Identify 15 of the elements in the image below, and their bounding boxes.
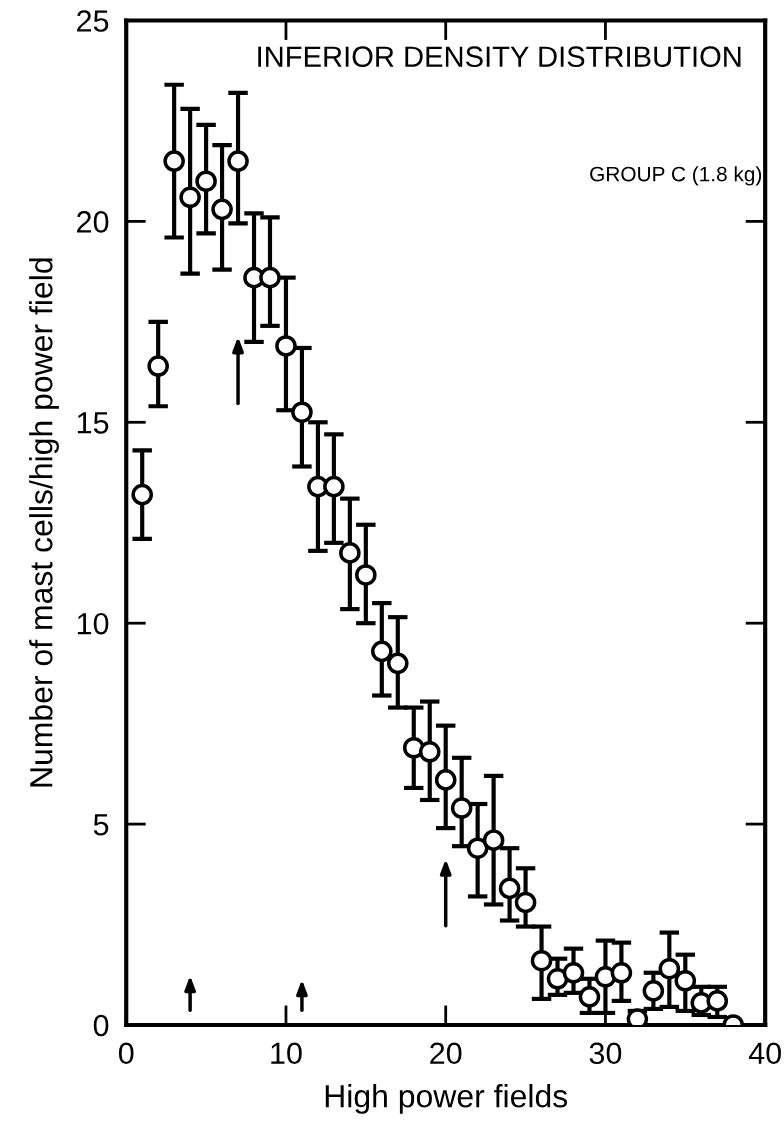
y-tick-label: 15: [77, 412, 109, 434]
text: GROUP C (1.8 kg): [590, 166, 762, 186]
y-tick-label: 25: [77, 10, 109, 32]
y-tick-label: 0: [93, 1014, 109, 1037]
x-tick-label: 0: [118, 1042, 134, 1065]
y-tick-label: 20: [77, 211, 109, 233]
x-tick-label: 30: [589, 1042, 622, 1065]
x-tick-label: 40: [748, 1042, 781, 1065]
x-tick-label: 10: [271, 1042, 302, 1065]
y-axis-title: Number of mast cells/high power field: [29, 258, 59, 787]
x-axis-title: High power fields: [325, 1084, 568, 1114]
x-tick-label: 20: [430, 1042, 462, 1065]
y-tick-label: 5: [93, 814, 109, 836]
y-tick-label: 10: [77, 612, 109, 635]
text: INFERIOR DENSITY DISTRIBUTION: [258, 46, 741, 68]
